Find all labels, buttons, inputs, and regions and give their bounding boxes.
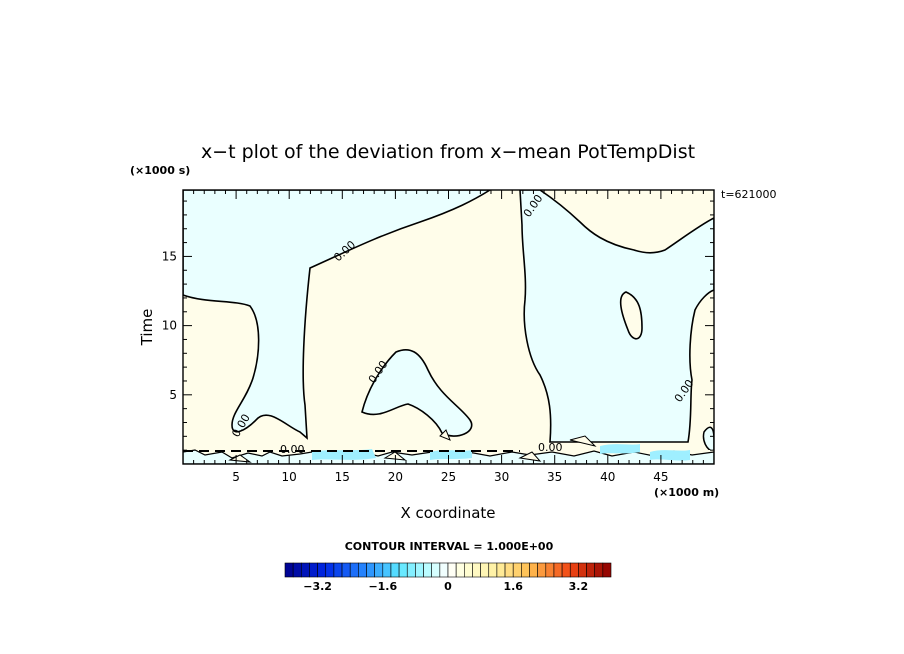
colorbar-tick-label: 0	[444, 580, 452, 593]
colorbar-cell	[415, 562, 424, 578]
x-tick-labels: 5 10 15 20 25 30 35 40 45	[232, 470, 668, 484]
x-tick-label: 25	[441, 470, 456, 484]
colorbar-tick-label: 3.2	[569, 580, 589, 593]
time-stamp: t=621000	[721, 188, 777, 201]
colorbar-cell	[439, 562, 449, 578]
colorbar-cell	[317, 562, 327, 578]
colorbar-cell	[309, 562, 318, 578]
colorbar-cell	[358, 562, 367, 578]
strong-negative-patch	[650, 450, 690, 461]
colorbar-cell	[284, 562, 294, 578]
colorbar-tick-label: 1.6	[503, 580, 523, 593]
colorbar-cell	[537, 562, 547, 578]
x-tick-label: 35	[547, 470, 562, 484]
colorbar-cell	[472, 562, 481, 578]
y-tick-label: 15	[162, 249, 177, 263]
y-tick-labels: 5 10 15	[162, 249, 177, 401]
colorbar-cell	[561, 562, 571, 578]
colorbar-cell	[349, 562, 359, 578]
negative-region	[519, 190, 714, 443]
chart-title: x−t plot of the deviation from x−mean Po…	[201, 141, 695, 163]
y-tick-label: 10	[162, 319, 177, 333]
colorbar-cell	[382, 562, 392, 578]
colorbar-tick-labels: −3.2 −1.6 0 1.6 3.2	[303, 580, 588, 593]
colorbar-cell	[390, 562, 400, 578]
positive-region	[619, 291, 643, 340]
y-unit-label: (×1000 s)	[130, 164, 190, 177]
colorbar-tick-label: −1.6	[368, 580, 397, 593]
x-tick-label: 45	[653, 470, 668, 484]
contour-interval-text: CONTOUR INTERVAL = 1.000E+00	[345, 540, 554, 553]
colorbar-cell	[447, 562, 457, 578]
colorbar-cell	[480, 562, 490, 578]
contour-label: 0.00	[280, 443, 305, 456]
x-tick-label: 40	[600, 470, 615, 484]
y-tick-label: 5	[169, 388, 177, 402]
y-axis-label: Time	[138, 309, 156, 347]
colorbar-cell	[553, 562, 563, 578]
colorbar-cell	[512, 562, 522, 578]
colorbar-cell	[496, 562, 506, 578]
x-tick-label: 30	[494, 470, 509, 484]
strong-negative-patch	[600, 444, 640, 454]
colorbar-cell	[341, 562, 351, 578]
colorbar-cell	[300, 562, 310, 578]
colorbar-cell	[463, 562, 473, 578]
axis-ticks	[183, 190, 714, 464]
x-tick-label: 15	[335, 470, 350, 484]
colorbar-cell	[488, 562, 498, 578]
negative-region	[361, 348, 473, 437]
colorbar-cell	[398, 562, 408, 578]
colorbar-cell	[455, 562, 465, 578]
colorbar	[284, 562, 612, 578]
positive-region	[228, 429, 597, 463]
x-unit-label: (×1000 m)	[654, 486, 719, 499]
colorbar-cell	[325, 562, 335, 578]
colorbar-cell	[333, 562, 343, 578]
colorbar-cell	[578, 562, 587, 578]
colorbar-cell	[431, 562, 441, 578]
strong-negative-patch	[430, 450, 472, 460]
colorbar-cell	[366, 562, 375, 578]
colorbar-cell	[406, 562, 416, 578]
x-axis-label: X coordinate	[400, 504, 495, 522]
negative-region	[702, 426, 714, 453]
colorbar-cell	[529, 562, 538, 578]
contour-label: 0.00	[538, 441, 563, 454]
x-tick-label: 5	[232, 470, 240, 484]
negative-region	[183, 190, 492, 440]
colorbar-cell	[594, 562, 604, 578]
colorbar-cell	[423, 562, 432, 578]
colorbar-cell	[545, 562, 555, 578]
colorbar-cell	[586, 562, 595, 578]
colorbar-cell	[521, 562, 530, 578]
colorbar-cell	[504, 562, 514, 578]
colorbar-cell	[374, 562, 384, 578]
colorbar-cell	[569, 562, 579, 578]
x-tick-label: 10	[282, 470, 297, 484]
contour-field	[183, 190, 714, 464]
x-tick-label: 20	[388, 470, 403, 484]
colorbar-tick-label: −3.2	[303, 580, 332, 593]
colorbar-cell	[292, 562, 302, 578]
colorbar-cell	[602, 562, 612, 578]
